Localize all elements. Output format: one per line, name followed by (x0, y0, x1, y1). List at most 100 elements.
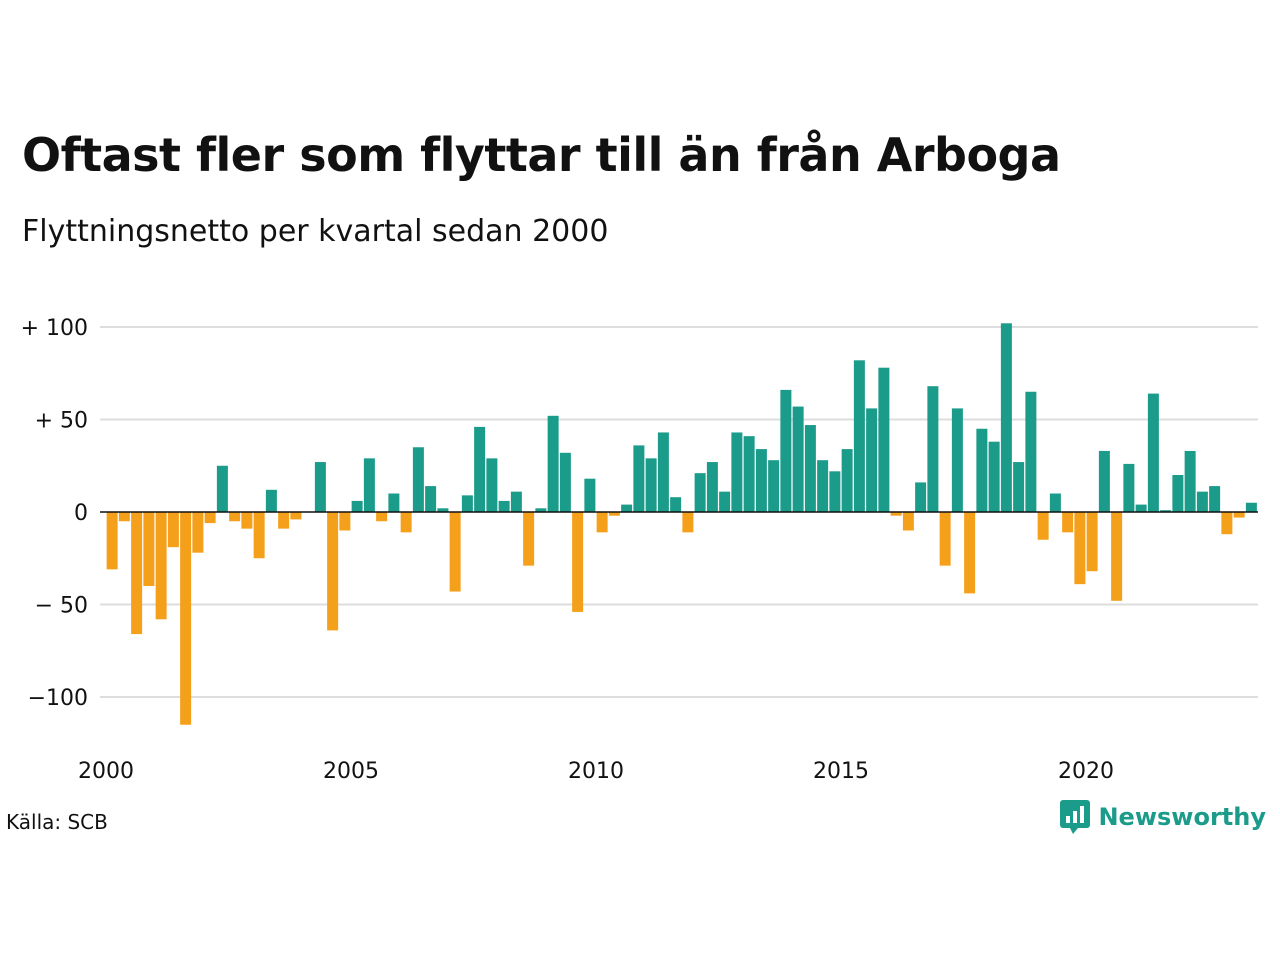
bar (180, 512, 192, 725)
bar (1074, 512, 1086, 585)
bar (694, 473, 706, 512)
bar (719, 491, 731, 512)
bar (743, 436, 755, 512)
bar (437, 508, 449, 512)
bar (792, 406, 804, 512)
y-tick-label: 0 (74, 501, 88, 526)
bar (216, 465, 228, 512)
bar (278, 512, 290, 529)
bar (523, 512, 535, 566)
bar (363, 458, 375, 512)
y-tick-label: − 50 (35, 594, 88, 619)
bar (449, 512, 461, 592)
bar (841, 449, 853, 512)
bar (1160, 510, 1172, 512)
bar (657, 432, 669, 512)
bar (265, 489, 277, 512)
bar (768, 460, 780, 512)
bar (1196, 491, 1208, 512)
newsworthy-logo-icon (1060, 800, 1091, 834)
bar (486, 458, 498, 512)
bar (645, 458, 657, 512)
source-note: Källa: SCB (6, 810, 108, 834)
bar (706, 462, 718, 512)
bar (1013, 462, 1025, 512)
bar (498, 500, 510, 512)
y-tick-label: + 50 (35, 409, 88, 434)
bar (596, 512, 608, 533)
y-tick-labels: + 100 + 50 0 − 50 −100 (21, 316, 88, 711)
chart-title: Oftast fler som flyttar till än från Arb… (22, 128, 1061, 182)
bar (204, 512, 216, 524)
y-tick-label: + 100 (21, 316, 88, 341)
bar (584, 478, 596, 512)
bar (866, 408, 878, 512)
bar (314, 462, 326, 512)
bar (572, 512, 584, 612)
x-tick-label: 2005 (323, 759, 379, 784)
bar (339, 512, 351, 531)
x-tick-label: 2000 (78, 759, 134, 784)
bar (1025, 391, 1037, 512)
bar (915, 482, 927, 512)
bar (106, 512, 118, 570)
bar (118, 512, 130, 522)
bar (817, 460, 829, 512)
brand-logo[interactable]: Newsworthy (1060, 800, 1266, 834)
bar (682, 512, 694, 533)
bar (1245, 502, 1257, 512)
chart-subtitle: Flyttningsnetto per kvartal sedan 2000 (22, 214, 609, 249)
bar (780, 389, 792, 512)
bar (559, 452, 571, 512)
bar (1209, 486, 1221, 512)
bar (510, 491, 522, 512)
bar (400, 512, 412, 533)
bar (253, 512, 265, 559)
x-tick-label: 2015 (813, 759, 869, 784)
bar (241, 512, 253, 529)
bar (547, 415, 559, 512)
bar (474, 426, 486, 512)
bar (927, 386, 939, 512)
bar (1086, 512, 1098, 572)
bar (976, 428, 988, 512)
bar (1172, 475, 1184, 512)
bar (633, 445, 645, 512)
bar (608, 512, 620, 516)
bar (425, 486, 437, 512)
bar (461, 495, 473, 512)
bar (964, 512, 976, 594)
bar (1098, 450, 1110, 512)
bar (1049, 493, 1061, 512)
bar (1000, 323, 1012, 512)
grid-lines (100, 326, 1258, 698)
bar (131, 512, 143, 635)
bar (1037, 512, 1049, 540)
bar (376, 512, 388, 522)
bar (167, 512, 179, 548)
bar (878, 367, 890, 512)
bar (670, 497, 682, 512)
bar (731, 432, 743, 512)
bar (804, 425, 816, 512)
brand-name: Newsworthy (1098, 803, 1266, 831)
x-tick-labels: 2000 2005 2010 2015 2020 (78, 759, 1114, 784)
bar (1147, 393, 1159, 512)
bar (535, 508, 547, 512)
bar (755, 449, 767, 512)
bar (1062, 512, 1074, 533)
bar (1111, 512, 1123, 601)
bar (853, 360, 865, 512)
x-tick-label: 2020 (1058, 759, 1114, 784)
bar (143, 512, 155, 586)
bar (829, 471, 841, 512)
bar (902, 512, 914, 531)
bar (229, 512, 241, 522)
bar (621, 504, 633, 512)
bar (890, 512, 902, 516)
bar (1233, 512, 1245, 518)
bar (1135, 504, 1147, 512)
y-tick-label: −100 (28, 686, 88, 711)
bar (939, 512, 951, 566)
bar (1184, 450, 1196, 512)
